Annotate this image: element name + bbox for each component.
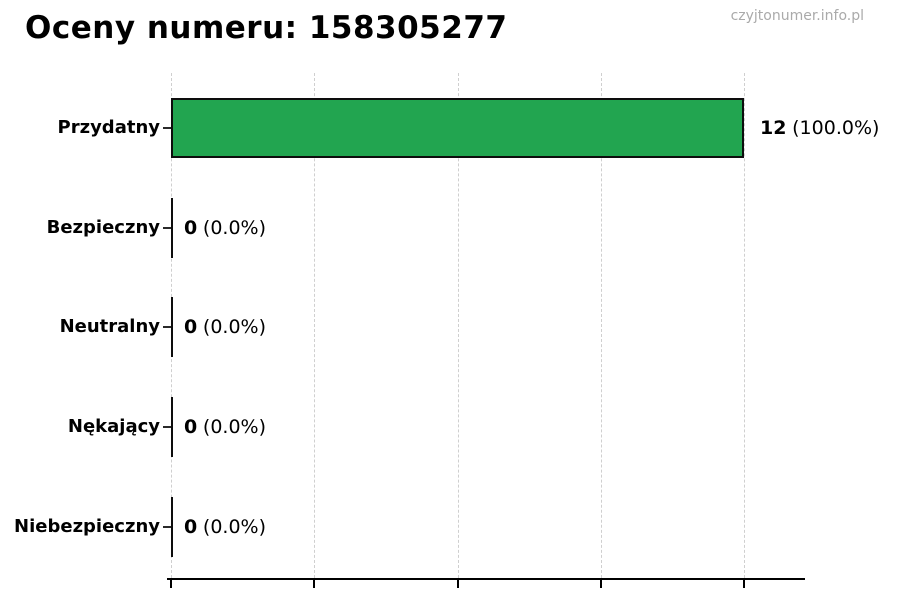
value-count: 0 (184, 217, 198, 239)
value-percent: (0.0%) (202, 416, 267, 438)
value-percent: (100.0%) (792, 117, 880, 139)
bar-nekajacy (171, 397, 173, 457)
x-axis-tick (600, 580, 602, 588)
value-count: 0 (184, 416, 198, 438)
value-count: 12 (760, 117, 787, 139)
bar-przydatny (171, 98, 744, 158)
bar-neutralny (171, 297, 173, 357)
value-count: 0 (184, 316, 198, 338)
value-label-przydatny: 12 (100.0%) (760, 114, 879, 142)
category-label-przydatny: Przydatny (57, 117, 160, 138)
y-tick (163, 426, 171, 428)
value-label-nekajacy: 0 (0.0%) (184, 413, 266, 441)
value-percent: (0.0%) (202, 516, 267, 538)
chart-title: Oceny numeru: 158305277 (25, 10, 508, 46)
x-axis-line (167, 578, 805, 580)
gridline-9 (601, 73, 602, 578)
y-tick (163, 326, 171, 328)
value-label-bezpieczny: 0 (0.0%) (184, 214, 266, 242)
category-label-nekajacy: Nękający (67, 416, 160, 437)
x-axis-tick (457, 580, 459, 588)
value-label-niebezpieczny: 0 (0.0%) (184, 513, 266, 541)
gridline-12 (744, 73, 745, 578)
gridline-6 (458, 73, 459, 578)
x-axis-tick (743, 580, 745, 588)
y-tick (163, 526, 171, 528)
y-tick (163, 227, 171, 229)
bar-bezpieczny (171, 198, 173, 258)
gridline-3 (314, 73, 315, 578)
watermark-text: czyjtonumer.info.pl (730, 8, 864, 24)
x-axis-tick (313, 580, 315, 588)
value-percent: (0.0%) (202, 217, 267, 239)
category-label-bezpieczny: Bezpieczny (46, 217, 160, 238)
x-axis-tick (170, 580, 172, 588)
value-count: 0 (184, 516, 198, 538)
category-label-niebezpieczny: Niebezpieczny (14, 516, 160, 537)
y-tick (163, 127, 171, 129)
bar-niebezpieczny (171, 497, 173, 557)
value-label-neutralny: 0 (0.0%) (184, 313, 266, 341)
category-label-neutralny: Neutralny (59, 316, 160, 337)
value-percent: (0.0%) (202, 316, 267, 338)
